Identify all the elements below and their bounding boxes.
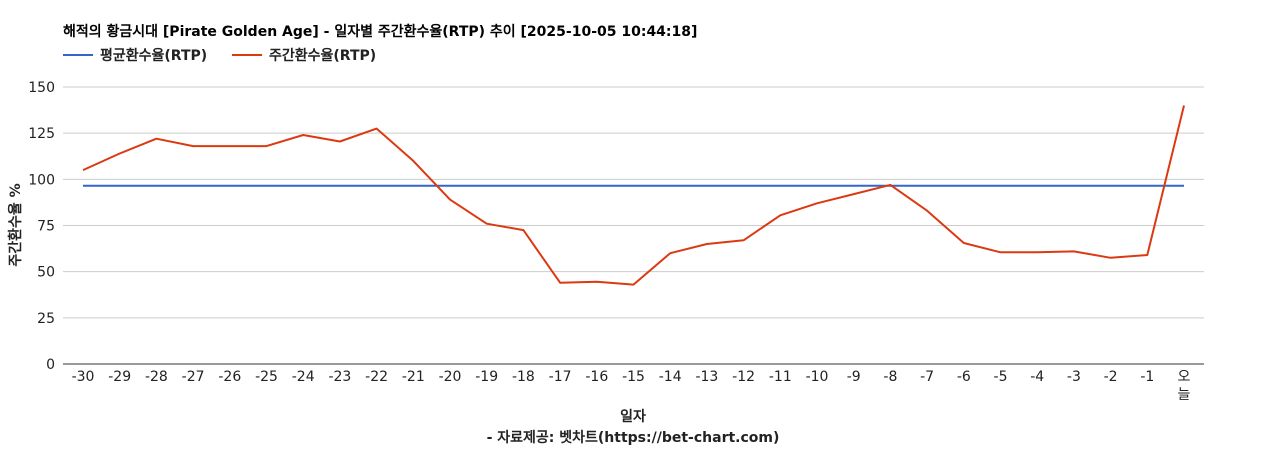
x-tick-label: -27 bbox=[182, 369, 205, 385]
x-tick-label: -13 bbox=[695, 369, 718, 385]
x-tick-label: -16 bbox=[585, 369, 608, 385]
x-tick-label: -18 bbox=[512, 369, 535, 385]
gridlines bbox=[63, 86, 1204, 365]
x-tick-label: -29 bbox=[108, 369, 131, 385]
x-tick-label: -3 bbox=[1067, 369, 1081, 385]
x-tick-label: -12 bbox=[732, 369, 755, 385]
x-tick-label: -15 bbox=[622, 369, 645, 385]
series-line-weekly bbox=[82, 105, 1185, 286]
y-tick-label: 75 bbox=[37, 219, 55, 235]
x-tick-label: -25 bbox=[255, 369, 278, 385]
y-tick-label: 125 bbox=[28, 126, 55, 142]
x-tick-label: -30 bbox=[72, 369, 95, 385]
x-tick-label: -10 bbox=[806, 369, 829, 385]
chart-title: 해적의 황금시대 [Pirate Golden Age] - 일자별 주간환수율… bbox=[63, 23, 697, 40]
x-axis-ticks: -30 -29 -28 -27 -26 -25 -24 -23 -22 -21 -20 -19 -18-… bbox=[72, 369, 1191, 403]
x-tick-label: -23 bbox=[328, 369, 351, 385]
y-tick-label: 50 bbox=[37, 265, 55, 281]
y-axis-title: 주간환수율 % bbox=[7, 183, 24, 266]
x-tick-label: -19 bbox=[475, 369, 498, 385]
y-axis-ticks: 0 25 50 75 100 125 150 bbox=[28, 80, 55, 373]
x-tick-label: -21 bbox=[402, 369, 425, 385]
x-tick-label: -17 bbox=[549, 369, 572, 385]
y-tick-label: 150 bbox=[28, 80, 55, 96]
x-tick-label: -11 bbox=[769, 369, 792, 385]
source-note: - 자료제공: 벳차트(https://bet-chart.com) bbox=[487, 429, 780, 446]
x-tick-label: -28 bbox=[145, 369, 168, 385]
y-tick-label: 0 bbox=[46, 357, 55, 373]
legend: 평균환수율(RTP) 주간환수율(RTP) bbox=[63, 47, 376, 64]
x-tick-label: -24 bbox=[292, 369, 315, 385]
x-tick-label: -7 bbox=[920, 369, 934, 385]
x-tick-label: -4 bbox=[1030, 369, 1044, 385]
y-tick-label: 100 bbox=[28, 172, 55, 188]
x-tick-label: -26 bbox=[218, 369, 241, 385]
x-tick-label: -2 bbox=[1104, 369, 1118, 385]
x-tick-label: -1 bbox=[1140, 369, 1154, 385]
x-tick-label: -9 bbox=[847, 369, 861, 385]
x-tick-label: -6 bbox=[957, 369, 971, 385]
series-lines bbox=[82, 105, 1185, 286]
x-tick-label: -8 bbox=[883, 369, 897, 385]
x-axis-title: 일자 bbox=[620, 409, 646, 425]
y-tick-label: 25 bbox=[37, 311, 55, 327]
x-tick-label: -14 bbox=[659, 369, 682, 385]
x-tick-label: -22 bbox=[365, 369, 388, 385]
x-tick-label: -5 bbox=[994, 369, 1008, 385]
x-tick-label: -20 bbox=[439, 369, 462, 385]
legend-label-average: 평균환수율(RTP) bbox=[100, 47, 207, 64]
legend-label-weekly: 주간환수율(RTP) bbox=[269, 47, 376, 64]
